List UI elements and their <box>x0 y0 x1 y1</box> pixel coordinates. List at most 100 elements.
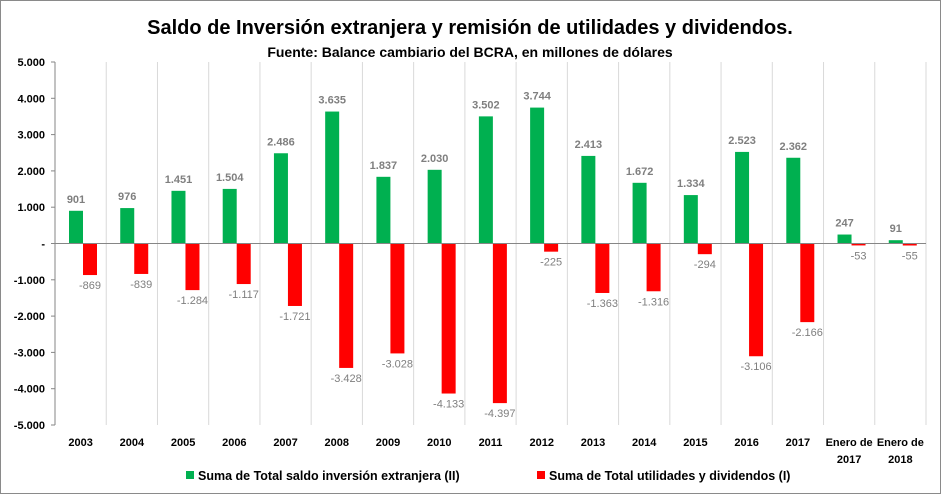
data-label-utilidades: -2.166 <box>792 327 823 339</box>
x-tick-label: 2003 <box>68 437 92 449</box>
x-tick-label: 2012 <box>529 437 553 449</box>
data-label-inversion: 1.504 <box>216 172 244 184</box>
bar-utilidades <box>339 243 354 368</box>
bar-utilidades <box>185 243 200 291</box>
legend-swatch <box>186 471 194 479</box>
y-tick-label: 3.000 <box>17 130 45 142</box>
data-label-utilidades: -1.721 <box>279 311 310 323</box>
bar-inversion <box>171 190 186 244</box>
data-label-inversion: 901 <box>67 194 85 206</box>
bar-inversion <box>120 208 135 244</box>
bar-inversion <box>222 188 237 244</box>
chart-title: Saldo de Inversión extranjera y remisión… <box>147 17 793 39</box>
y-tick-label: 2.000 <box>17 166 45 178</box>
data-label-utilidades: -4.397 <box>484 408 515 420</box>
x-tick-label: 2010 <box>427 437 451 449</box>
x-tick-label: 2014 <box>632 437 657 449</box>
x-tick-label: 2018 <box>888 454 912 466</box>
bar-inversion <box>427 169 442 244</box>
bar-inversion <box>837 234 852 244</box>
x-tick-label: 2017 <box>786 437 810 449</box>
x-tick-label: 2011 <box>479 437 503 449</box>
bar-utilidades <box>236 243 251 285</box>
bar-utilidades <box>800 243 815 323</box>
x-tick-label: 2007 <box>273 437 297 449</box>
bar-utilidades <box>287 243 302 306</box>
data-label-utilidades: -1.284 <box>177 295 208 307</box>
x-tick-label: Enero de <box>877 437 924 449</box>
bar-utilidades <box>134 243 149 274</box>
bar-utilidades <box>697 243 712 255</box>
x-tick-label: 2008 <box>325 437 349 449</box>
data-label-inversion: 91 <box>890 223 902 235</box>
data-label-inversion: 247 <box>835 218 853 230</box>
data-label-inversion: 1.672 <box>626 166 654 178</box>
bar-inversion <box>69 210 83 244</box>
data-label-inversion: 1.334 <box>677 178 705 190</box>
data-label-inversion: 3.744 <box>523 91 551 103</box>
chart-subtitle: Fuente: Balance cambiario del BCRA, en m… <box>267 44 673 60</box>
bar-utilidades <box>83 243 97 276</box>
x-tick-label: Enero de <box>826 437 873 449</box>
bar-utilidades <box>902 243 917 246</box>
x-tick-label: 2009 <box>376 437 400 449</box>
bar-inversion <box>888 240 903 244</box>
bar-inversion <box>325 111 340 244</box>
data-label-utilidades: -4.133 <box>433 399 464 411</box>
x-tick-label: 2004 <box>120 437 145 449</box>
data-label-utilidades: -225 <box>540 257 562 269</box>
bar-utilidades <box>441 243 456 394</box>
y-tick-label: -2.000 <box>14 311 45 323</box>
bar-utilidades <box>595 243 610 293</box>
data-label-utilidades: -55 <box>902 250 918 262</box>
y-tick-label: -1.000 <box>14 275 45 287</box>
y-tick-label: 4.000 <box>17 93 45 105</box>
data-label-inversion: 1.837 <box>370 160 398 172</box>
data-label-inversion: 2.362 <box>780 141 808 153</box>
bar-inversion <box>735 151 750 244</box>
y-tick-label: -5.000 <box>14 420 45 432</box>
x-tick-label: 2005 <box>171 437 195 449</box>
bar-utilidades <box>646 243 661 292</box>
data-label-utilidades: -1.316 <box>638 296 669 308</box>
data-label-utilidades: -294 <box>694 259 716 271</box>
data-label-inversion: 3.502 <box>472 99 500 111</box>
legend-label: Suma de Total utilidades y dividendos (I… <box>549 469 790 483</box>
data-label-inversion: 2.413 <box>575 139 603 151</box>
bar-inversion <box>632 182 647 244</box>
bar-inversion <box>786 157 801 244</box>
data-label-utilidades: -1.117 <box>229 289 259 301</box>
bar-inversion <box>581 155 596 244</box>
data-label-utilidades: -3.028 <box>382 358 413 370</box>
y-tick-label: 1.000 <box>17 202 45 214</box>
x-tick-label: 2006 <box>222 437 246 449</box>
data-label-inversion: 1.451 <box>165 174 193 186</box>
bar-inversion <box>273 153 288 244</box>
x-tick-label: 2017 <box>837 454 861 466</box>
y-tick-label: - <box>41 239 45 251</box>
y-tick-label: -3.000 <box>14 347 45 359</box>
data-label-inversion: 3.635 <box>318 95 346 107</box>
data-label-utilidades: -3.106 <box>740 361 771 373</box>
bar-inversion <box>530 107 545 244</box>
x-tick-label: 2016 <box>734 437 758 449</box>
bar-inversion <box>478 116 493 244</box>
data-label-utilidades: -1.363 <box>587 298 618 310</box>
bar-inversion <box>376 176 391 244</box>
bar-inversion <box>683 195 698 244</box>
data-label-utilidades: -53 <box>851 250 867 262</box>
x-tick-label: 2015 <box>683 437 707 449</box>
data-label-inversion: 2.030 <box>421 153 449 165</box>
data-label-inversion: 2.523 <box>728 135 756 147</box>
data-label-inversion: 2.486 <box>267 136 295 148</box>
y-tick-label: -4.000 <box>14 384 45 396</box>
data-label-inversion: 976 <box>118 191 136 203</box>
data-label-utilidades: -839 <box>130 279 152 291</box>
legend-swatch <box>537 471 545 479</box>
bar-utilidades <box>749 243 764 357</box>
x-tick-label: 2013 <box>581 437 605 449</box>
y-tick-label: 5.000 <box>17 57 45 69</box>
bar-utilidades <box>544 243 559 252</box>
bar-utilidades <box>492 243 507 404</box>
